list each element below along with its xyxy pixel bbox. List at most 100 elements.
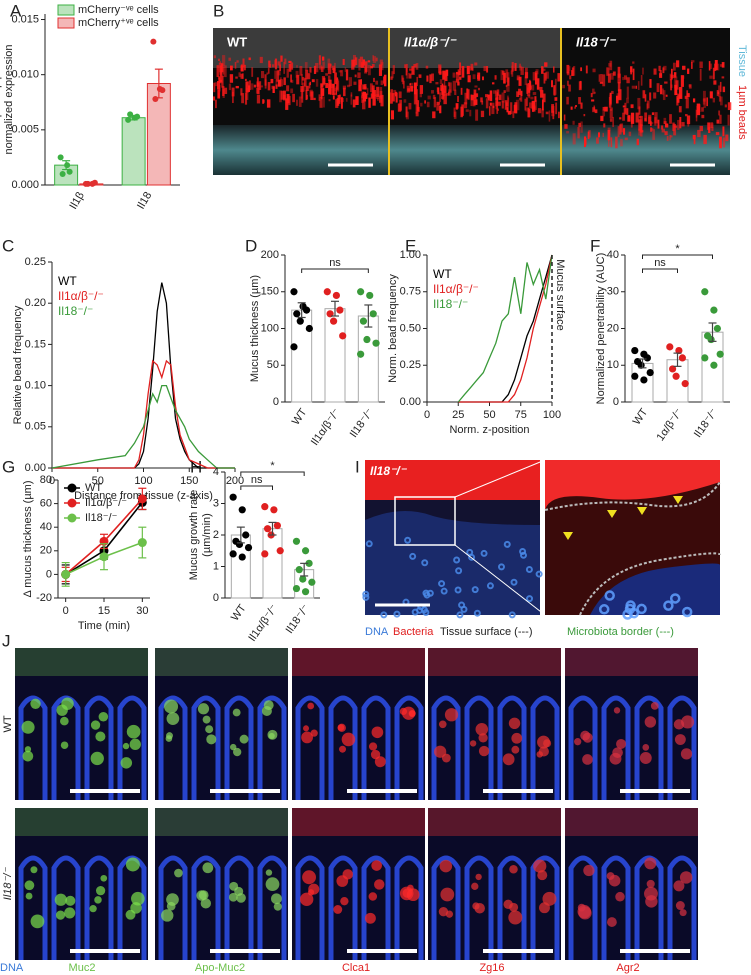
bead bbox=[327, 58, 331, 70]
bead bbox=[409, 73, 412, 79]
bead bbox=[583, 114, 586, 117]
bead bbox=[610, 72, 614, 80]
goblet-cell bbox=[234, 886, 244, 896]
mucus-layer bbox=[565, 808, 698, 836]
bead bbox=[525, 107, 528, 112]
data-point bbox=[242, 531, 250, 539]
bead bbox=[267, 82, 271, 91]
crypt bbox=[590, 563, 720, 615]
bead bbox=[246, 81, 249, 93]
data-point bbox=[91, 179, 98, 186]
y-axis-label: Normalized penetrability (AUC) bbox=[595, 253, 607, 405]
nucleus bbox=[669, 593, 681, 604]
bead bbox=[623, 75, 628, 80]
significance-bracket bbox=[642, 254, 713, 259]
crypt bbox=[224, 855, 254, 960]
bead bbox=[463, 102, 468, 109]
bead bbox=[718, 85, 721, 97]
bead bbox=[716, 89, 719, 97]
bead bbox=[495, 97, 499, 100]
goblet-cell bbox=[166, 732, 173, 740]
bead bbox=[491, 102, 495, 115]
y-tick-label: 40 bbox=[607, 249, 619, 261]
nucleus bbox=[663, 600, 674, 611]
bead bbox=[290, 74, 292, 83]
data-point bbox=[646, 369, 654, 377]
crypt bbox=[18, 695, 48, 800]
bead bbox=[537, 108, 542, 114]
bead bbox=[470, 63, 474, 70]
bead bbox=[659, 70, 662, 76]
crypt bbox=[18, 855, 48, 960]
bead bbox=[653, 92, 657, 99]
bead bbox=[334, 88, 338, 92]
bead bbox=[358, 84, 362, 91]
bead bbox=[480, 110, 485, 118]
tissue bbox=[365, 511, 540, 615]
bead bbox=[485, 94, 488, 98]
bead bbox=[298, 96, 302, 107]
goblet-cell bbox=[307, 702, 315, 710]
bead bbox=[419, 93, 422, 98]
bead bbox=[457, 81, 460, 86]
bead bbox=[520, 66, 524, 75]
bead bbox=[340, 70, 344, 77]
goblet-cell bbox=[205, 725, 214, 734]
bead bbox=[256, 77, 259, 87]
bead bbox=[659, 84, 663, 95]
x-tick-label: Il1β bbox=[67, 190, 86, 212]
legend-label: Il1α/β⁻/⁻ bbox=[433, 282, 479, 296]
goblet-cell bbox=[679, 909, 687, 917]
bead bbox=[566, 71, 570, 76]
goblet-cell bbox=[25, 892, 33, 900]
bead bbox=[600, 115, 604, 122]
bead bbox=[529, 102, 533, 109]
bead bbox=[525, 97, 528, 107]
bead bbox=[445, 69, 449, 76]
panel-label: G bbox=[2, 457, 15, 476]
bead bbox=[551, 80, 553, 88]
bead bbox=[469, 66, 473, 71]
bead bbox=[534, 96, 537, 102]
bead bbox=[415, 111, 419, 117]
bead bbox=[552, 110, 555, 120]
bead bbox=[327, 75, 331, 82]
bead bbox=[590, 92, 593, 98]
bead bbox=[283, 61, 286, 74]
y-tick-label: 0.10 bbox=[25, 380, 46, 392]
bead bbox=[480, 97, 483, 103]
crypt bbox=[191, 855, 221, 960]
bead bbox=[253, 84, 257, 88]
nucleus bbox=[365, 540, 373, 548]
y-tick-label: 0.000 bbox=[11, 179, 39, 191]
bead bbox=[497, 108, 499, 111]
x-tick-label: 0 bbox=[49, 475, 55, 487]
bead bbox=[512, 111, 515, 119]
bead bbox=[336, 77, 339, 81]
bead bbox=[692, 98, 696, 103]
bead bbox=[416, 89, 419, 101]
column-label: Apo-Muc2 bbox=[195, 962, 245, 974]
bead bbox=[392, 93, 395, 102]
bead bbox=[257, 82, 260, 95]
bead bbox=[706, 97, 708, 107]
bead bbox=[572, 66, 576, 76]
panel-label: E bbox=[405, 236, 416, 255]
bead bbox=[379, 59, 383, 66]
bead bbox=[302, 82, 305, 92]
bead bbox=[532, 72, 536, 81]
bead bbox=[609, 107, 613, 119]
bead bbox=[646, 100, 650, 109]
data-point bbox=[296, 317, 304, 325]
bead bbox=[261, 70, 265, 79]
mucus bbox=[365, 460, 540, 500]
bead bbox=[539, 86, 543, 92]
bead bbox=[372, 94, 376, 106]
bead bbox=[366, 87, 369, 96]
data-point bbox=[363, 335, 371, 344]
bar bbox=[262, 528, 283, 599]
y-tick-label: 0.25 bbox=[400, 359, 421, 371]
goblet-cell bbox=[166, 712, 180, 725]
goblet-cell bbox=[574, 738, 582, 746]
bead bbox=[524, 76, 528, 86]
